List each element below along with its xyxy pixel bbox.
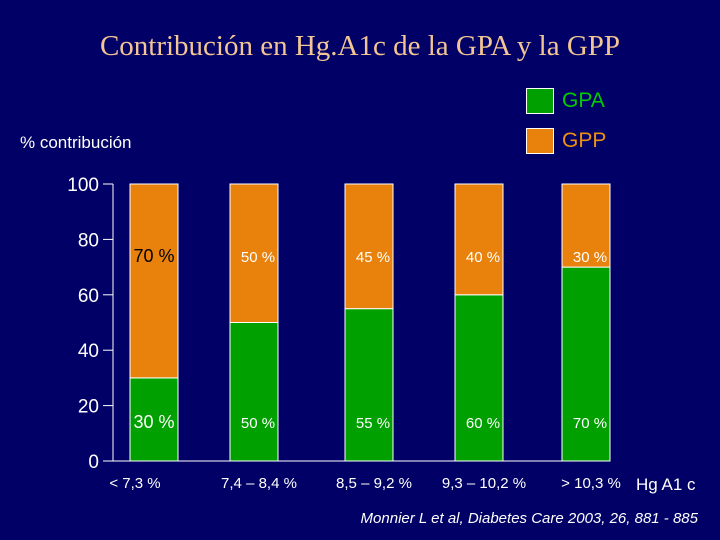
y-tick-label: 80 — [78, 230, 99, 251]
y-tick-label: 60 — [78, 286, 99, 307]
legend-item-gpp: GPP — [526, 128, 696, 154]
bar-gpa — [454, 294, 504, 462]
bar-gpa — [561, 266, 611, 462]
data-label-gpp: 70 % — [133, 246, 174, 266]
data-label-gpa: 30 % — [133, 412, 174, 432]
bar-gpp — [454, 183, 504, 296]
bar-gpp — [561, 183, 611, 268]
bar-gpp — [129, 183, 179, 379]
data-label-gpa: 50 % — [241, 415, 275, 432]
bar-gpa — [129, 377, 179, 462]
bar-gpp — [344, 183, 394, 310]
data-label-gpp: 40 % — [466, 249, 500, 266]
data-label-gpp: 45 % — [356, 249, 390, 266]
x-category-label: 9,3 – 10,2 % — [442, 475, 526, 492]
bar-gpa — [344, 308, 394, 462]
legend-label-gpa: GPA — [562, 89, 605, 112]
data-label-gpp: 30 % — [573, 249, 607, 266]
y-tick-label: 20 — [78, 397, 99, 418]
legend-item-gpa: GPA — [526, 88, 696, 114]
x-category-label: > 10,3 % — [561, 475, 621, 492]
chart-title: Contribución en Hg.A1c de la GPA y la GP… — [99, 30, 621, 62]
x-category-label: < 7,3 % — [109, 475, 160, 492]
y-tick-label: 0 — [88, 452, 99, 473]
bar-gpp — [229, 183, 279, 323]
legend-swatch-gpp — [526, 128, 554, 154]
x-axis-extra-label: Hg A1 c — [636, 475, 696, 494]
x-category-label: 8,5 – 9,2 % — [336, 475, 412, 492]
bar-gpa — [229, 322, 279, 462]
legend-label-gpp: GPP — [562, 129, 607, 152]
y-axis-label: % contribución — [20, 133, 132, 152]
y-tick-label: 100 — [67, 175, 99, 196]
y-tick-label: 40 — [78, 341, 99, 362]
legend-swatch-gpa — [526, 88, 554, 114]
data-label-gpa: 55 % — [356, 415, 390, 432]
source-citation: Monnier L et al, Diabetes Care 2003, 26,… — [360, 510, 698, 527]
data-label-gpa: 60 % — [466, 415, 500, 432]
data-label-gpp: 50 % — [241, 249, 275, 266]
x-category-label: 7,4 – 8,4 % — [221, 475, 297, 492]
data-label-gpa: 70 % — [573, 415, 607, 432]
